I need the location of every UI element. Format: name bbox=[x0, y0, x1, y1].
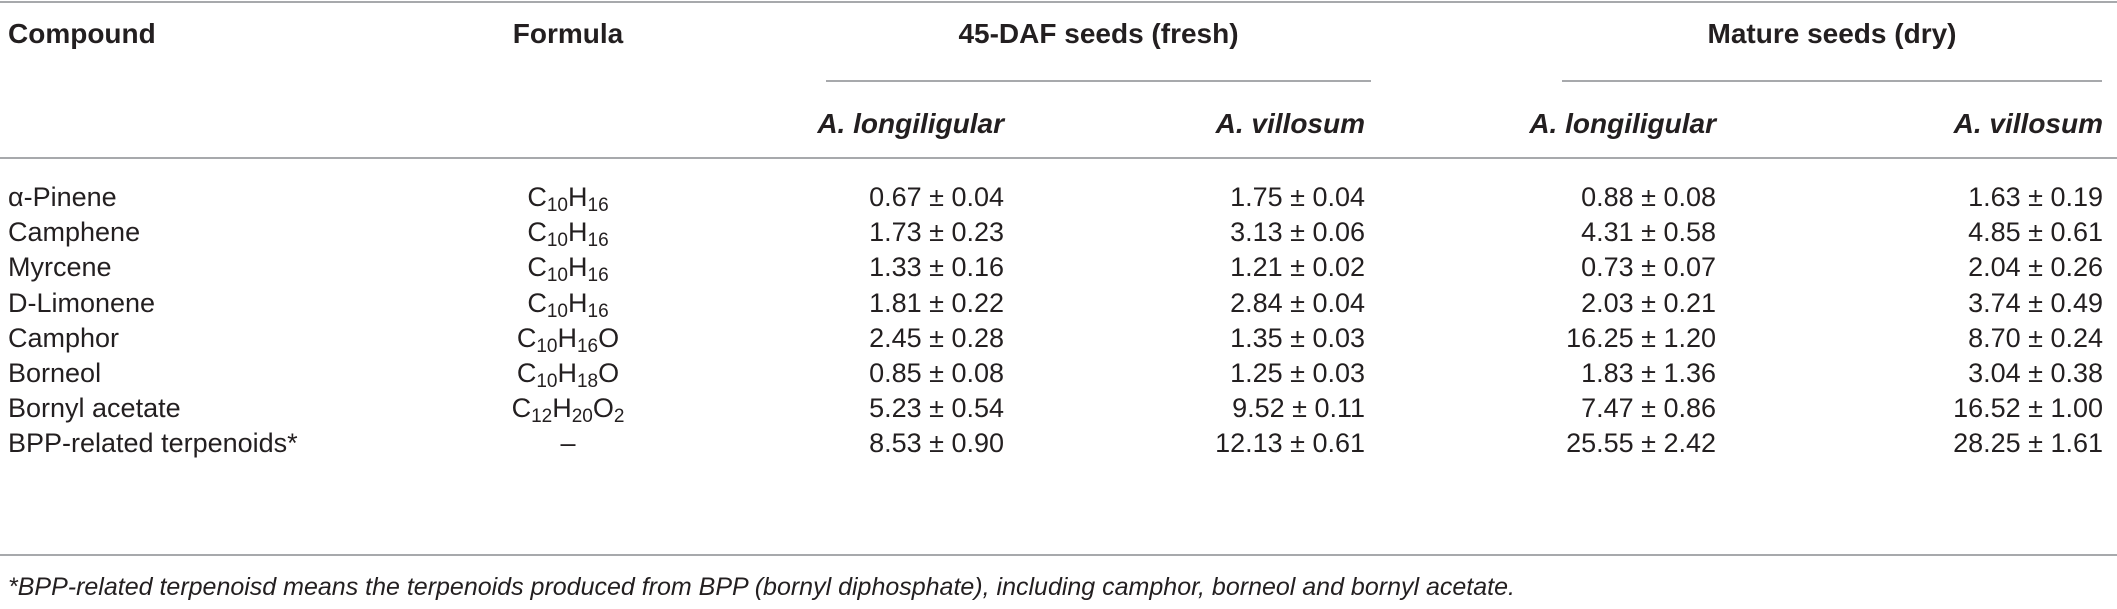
header-group-fresh: 45-DAF seeds (fresh) bbox=[958, 18, 1239, 49]
formula-element: H bbox=[557, 358, 577, 388]
formula-element: C bbox=[516, 358, 537, 388]
header-rule bbox=[0, 157, 2117, 159]
value-cell: 1.25 ± 0.03 bbox=[1230, 358, 1365, 388]
formula-cell: C10H16 bbox=[388, 252, 748, 286]
compound-name: Camphene bbox=[8, 217, 141, 247]
value-cell: 1.75 ± 0.04 bbox=[1230, 182, 1365, 212]
formula-cell: C10H16 bbox=[388, 182, 748, 216]
value-cell: 1.81 ± 0.22 bbox=[869, 288, 1004, 318]
formula-cell: – bbox=[388, 430, 748, 457]
formula-element: O bbox=[598, 323, 620, 353]
value-cell: 3.04 ± 0.38 bbox=[1968, 358, 2103, 388]
value-cell: 12.13 ± 0.61 bbox=[1215, 428, 1365, 458]
formula-subscript: 12 bbox=[531, 406, 553, 427]
formula-subscript: 10 bbox=[536, 336, 558, 357]
compound-name: Camphor bbox=[8, 323, 120, 353]
value-cell: 16.25 ± 1.20 bbox=[1566, 323, 1716, 353]
value-cell: 0.67 ± 0.04 bbox=[869, 182, 1004, 212]
formula-cell: C10H16 bbox=[388, 288, 748, 322]
formula-element: C bbox=[527, 217, 547, 247]
compound-name: D-Limonene bbox=[8, 288, 156, 318]
formula-element: H bbox=[568, 217, 588, 247]
value-cell: 4.85 ± 0.61 bbox=[1968, 217, 2103, 247]
formula-element: H bbox=[557, 323, 577, 353]
formula-subscript: 16 bbox=[587, 230, 609, 251]
value-cell: 2.84 ± 0.04 bbox=[1230, 288, 1365, 318]
value-cell: 1.73 ± 0.23 bbox=[869, 217, 1004, 247]
value-cell: 3.13 ± 0.06 bbox=[1230, 217, 1365, 247]
formula-element: O bbox=[592, 393, 614, 423]
value-cell: 3.74 ± 0.49 bbox=[1968, 288, 2103, 318]
header-species-1b: A. longiligular bbox=[1529, 108, 1716, 139]
table-footnote: *BPP-related terpenoisd means the terpen… bbox=[8, 573, 1515, 601]
formula-cell: C10H18O bbox=[388, 358, 748, 392]
formula-subscript: 10 bbox=[546, 301, 568, 322]
formula-subscript: 16 bbox=[576, 336, 599, 357]
header-species-1a: A. longiligular bbox=[817, 108, 1004, 139]
formula-element: H bbox=[568, 288, 588, 318]
value-cell: 1.33 ± 0.16 bbox=[869, 252, 1004, 282]
group-rule-fresh bbox=[826, 80, 1371, 82]
value-cell: 1.35 ± 0.03 bbox=[1230, 323, 1365, 353]
formula-subscript: 10 bbox=[546, 195, 568, 216]
value-cell: 25.55 ± 2.42 bbox=[1566, 428, 1716, 458]
formula-subscript: 16 bbox=[587, 195, 609, 216]
value-cell: 1.63 ± 0.19 bbox=[1968, 182, 2103, 212]
formula-cell: C10H16 bbox=[388, 217, 748, 251]
value-cell: 7.47 ± 0.86 bbox=[1581, 393, 1716, 423]
compound-name: α-Pinene bbox=[8, 182, 117, 212]
formula-cell: C12H20O2 bbox=[388, 393, 748, 427]
formula-subscript: 2 bbox=[613, 406, 625, 427]
value-cell: 1.21 ± 0.02 bbox=[1230, 252, 1365, 282]
value-cell: 5.23 ± 0.54 bbox=[869, 393, 1004, 423]
value-cell: 9.52 ± 0.11 bbox=[1232, 393, 1365, 423]
formula-subscript: 18 bbox=[576, 371, 599, 392]
formula-element: H bbox=[568, 252, 588, 282]
bottom-rule bbox=[0, 554, 2117, 556]
formula-element: O bbox=[598, 358, 620, 388]
formula-subscript: 10 bbox=[546, 265, 568, 286]
value-cell: 8.70 ± 0.24 bbox=[1968, 323, 2103, 353]
formula-element: C bbox=[516, 323, 537, 353]
compound-name: Myrcene bbox=[8, 252, 112, 282]
header-species-2b: A. villosum bbox=[1953, 108, 2103, 139]
compound-name: Bornyl acetate bbox=[8, 393, 181, 423]
value-cell: 28.25 ± 1.61 bbox=[1953, 428, 2103, 458]
value-cell: 4.31 ± 0.58 bbox=[1581, 217, 1716, 247]
value-cell: 2.04 ± 0.26 bbox=[1968, 252, 2103, 282]
formula-subscript: 16 bbox=[587, 265, 609, 286]
group-rule-mature bbox=[1562, 80, 2102, 82]
header-formula: Formula bbox=[512, 18, 624, 49]
value-cell: 2.45 ± 0.28 bbox=[869, 323, 1004, 353]
value-cell: 0.85 ± 0.08 bbox=[869, 358, 1004, 388]
value-cell: 0.88 ± 0.08 bbox=[1581, 182, 1716, 212]
formula-element: H bbox=[568, 182, 588, 212]
formula-element: C bbox=[527, 252, 547, 282]
top-rule bbox=[0, 1, 2117, 3]
formula-element: H bbox=[552, 393, 572, 423]
value-cell: 16.52 ± 1.00 bbox=[1953, 393, 2103, 423]
value-cell: 0.73 ± 0.07 bbox=[1581, 252, 1716, 282]
formula-subscript: 10 bbox=[546, 230, 568, 251]
formula-element: C bbox=[527, 182, 547, 212]
value-cell: 2.03 ± 0.21 bbox=[1581, 288, 1716, 318]
value-cell: 1.83 ± 1.36 bbox=[1581, 358, 1716, 388]
formula-element: C bbox=[511, 393, 532, 423]
header-group-mature: Mature seeds (dry) bbox=[1707, 18, 1957, 49]
compound-name: BPP-related terpenoids* bbox=[8, 428, 298, 458]
formula-subscript: 20 bbox=[571, 406, 593, 427]
value-cell: 8.53 ± 0.90 bbox=[869, 428, 1004, 458]
formula-subscript: 10 bbox=[536, 371, 558, 392]
formula-element: C bbox=[527, 288, 547, 318]
formula-subscript: 16 bbox=[587, 301, 609, 322]
formula-cell: C10H16O bbox=[388, 323, 748, 357]
header-species-2a: A. villosum bbox=[1215, 108, 1365, 139]
formula-element: – bbox=[560, 428, 576, 458]
header-compound: Compound bbox=[8, 18, 156, 49]
compound-name: Borneol bbox=[8, 358, 102, 388]
